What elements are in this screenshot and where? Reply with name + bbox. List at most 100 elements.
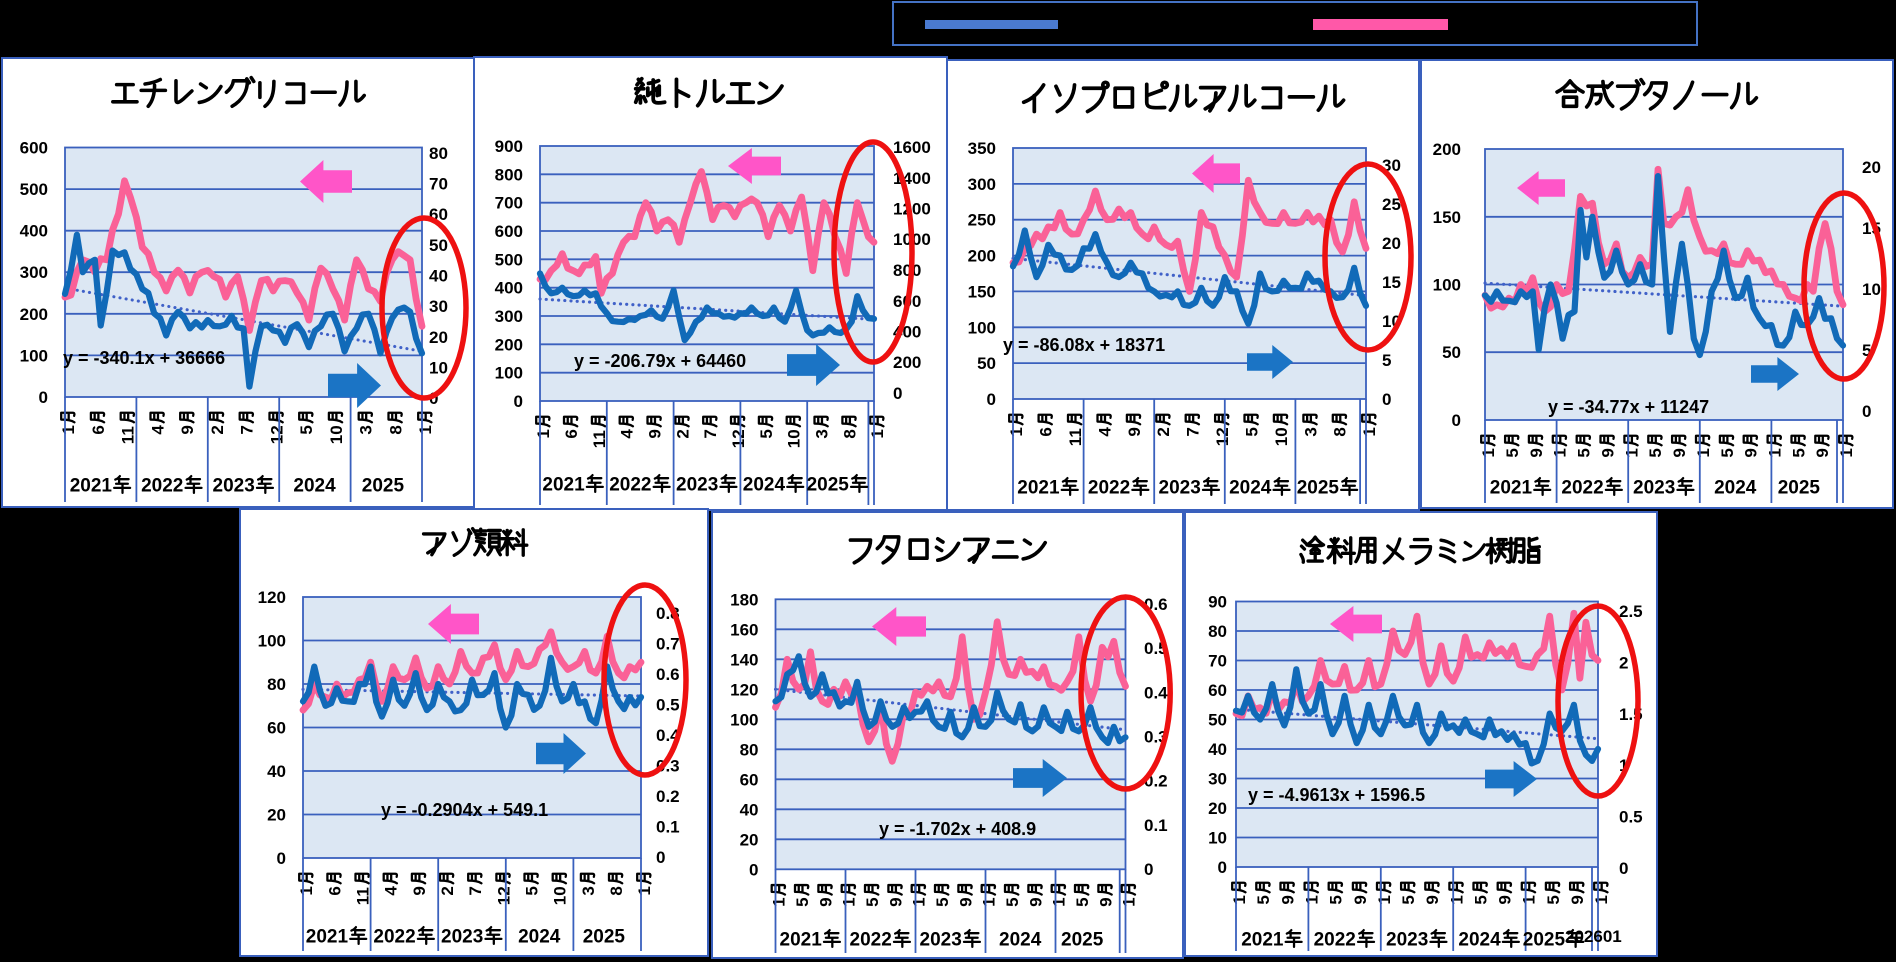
svg-text:12: 12 [267, 425, 286, 444]
svg-text:2025: 2025 [1297, 477, 1340, 498]
svg-text:900: 900 [495, 137, 523, 156]
svg-text:60: 60 [1208, 681, 1227, 700]
svg-text:9: 9 [816, 897, 835, 906]
svg-text:350: 350 [968, 139, 996, 158]
svg-text:180: 180 [730, 590, 758, 609]
svg-text:0.2: 0.2 [656, 787, 680, 806]
svg-text:6: 6 [1037, 427, 1056, 436]
svg-text:90: 90 [1208, 593, 1227, 612]
svg-text:2023: 2023 [1386, 929, 1428, 950]
svg-text:1: 1 [1007, 427, 1026, 436]
svg-text:0.1: 0.1 [1144, 816, 1168, 835]
svg-text:y = -0.2904x + 549.1: y = -0.2904x + 549.1 [381, 800, 548, 820]
svg-text:2021: 2021 [306, 926, 349, 947]
svg-text:2024: 2024 [1714, 477, 1757, 498]
svg-text:70: 70 [429, 175, 448, 194]
svg-text:11: 11 [590, 430, 609, 448]
svg-text:8: 8 [840, 429, 859, 438]
svg-text:2022: 2022 [141, 475, 183, 496]
svg-text:1: 1 [635, 886, 654, 895]
svg-text:5: 5 [1073, 897, 1092, 906]
svg-text:1: 1 [59, 425, 78, 434]
svg-text:5: 5 [1862, 341, 1871, 360]
svg-text:2021: 2021 [542, 474, 585, 495]
svg-text:2021: 2021 [1490, 477, 1533, 498]
svg-text:4: 4 [618, 429, 637, 439]
svg-text:y = -340.1x + 36666: y = -340.1x + 36666 [63, 348, 225, 368]
svg-text:300: 300 [495, 307, 523, 326]
svg-text:2023: 2023 [441, 926, 483, 947]
svg-text:0: 0 [1452, 411, 1461, 430]
svg-text:5: 5 [1003, 897, 1022, 906]
svg-text:2023: 2023 [213, 475, 255, 496]
svg-text:9: 9 [1568, 895, 1587, 904]
svg-text:80: 80 [267, 675, 286, 694]
svg-text:300: 300 [968, 175, 996, 194]
svg-text:5: 5 [522, 886, 541, 895]
svg-text:5: 5 [1646, 448, 1665, 457]
svg-text:10: 10 [551, 886, 570, 905]
svg-text:20: 20 [740, 830, 759, 849]
svg-text:2022: 2022 [1314, 929, 1356, 950]
svg-text:5: 5 [1503, 448, 1522, 457]
svg-text:1: 1 [1479, 448, 1498, 457]
svg-text:2024: 2024 [1229, 477, 1272, 498]
svg-text:0: 0 [893, 384, 902, 403]
svg-text:5: 5 [1382, 351, 1391, 370]
svg-text:9: 9 [1351, 895, 1370, 904]
svg-text:12: 12 [729, 429, 748, 448]
svg-text:2021: 2021 [70, 475, 113, 496]
svg-text:3: 3 [812, 429, 831, 438]
svg-text:1: 1 [1766, 448, 1785, 457]
svg-text:3: 3 [1301, 427, 1320, 436]
svg-text:10: 10 [1272, 427, 1291, 446]
svg-text:1: 1 [1230, 895, 1249, 904]
svg-text:15: 15 [1382, 273, 1401, 292]
svg-text:2021: 2021 [1241, 929, 1284, 950]
svg-text:0: 0 [1862, 402, 1871, 421]
svg-text:2023: 2023 [1159, 477, 1201, 498]
svg-text:2024: 2024 [518, 926, 561, 947]
svg-text:1: 1 [1447, 895, 1466, 904]
svg-text:1: 1 [1360, 427, 1379, 436]
svg-text:5: 5 [297, 425, 316, 434]
svg-text:2025: 2025 [583, 926, 626, 947]
svg-text:100: 100 [968, 318, 996, 337]
svg-text:2025: 2025 [1778, 477, 1821, 498]
svg-text:2025: 2025 [807, 474, 850, 495]
svg-text:6: 6 [89, 425, 108, 434]
svg-text:0.7: 0.7 [656, 635, 680, 654]
svg-text:1: 1 [1520, 895, 1539, 904]
svg-text:0: 0 [39, 388, 48, 407]
svg-text:160: 160 [730, 620, 758, 639]
svg-text:20: 20 [429, 328, 448, 347]
svg-text:2024: 2024 [1458, 929, 1501, 950]
svg-text:0: 0 [656, 848, 665, 867]
svg-text:60: 60 [267, 719, 286, 738]
svg-text:1: 1 [1551, 448, 1570, 457]
svg-text:100: 100 [1433, 276, 1461, 295]
svg-text:2024: 2024 [999, 929, 1042, 950]
svg-text:5: 5 [1544, 895, 1563, 904]
svg-text:0: 0 [514, 392, 523, 411]
svg-text:1: 1 [534, 429, 553, 438]
svg-text:1200: 1200 [893, 200, 931, 219]
svg-text:5: 5 [1575, 448, 1594, 457]
svg-text:5: 5 [1789, 448, 1808, 457]
svg-text:0.3: 0.3 [656, 757, 680, 776]
svg-text:200: 200 [20, 305, 48, 324]
svg-text:60: 60 [740, 770, 759, 789]
svg-text:120: 120 [258, 588, 286, 607]
svg-text:9: 9 [1125, 427, 1144, 436]
svg-text:2021: 2021 [780, 929, 823, 950]
svg-text:2: 2 [1619, 653, 1628, 672]
svg-text:2022: 2022 [609, 474, 651, 495]
svg-text:9: 9 [178, 425, 197, 434]
svg-text:1: 1 [1622, 448, 1641, 457]
svg-text:y = -206.79x + 64460: y = -206.79x + 64460 [574, 351, 746, 371]
svg-text:4: 4 [382, 886, 401, 896]
svg-text:3: 3 [357, 425, 376, 434]
svg-text:2023: 2023 [920, 929, 962, 950]
svg-text:10: 10 [429, 358, 448, 377]
svg-text:2: 2 [208, 425, 227, 434]
